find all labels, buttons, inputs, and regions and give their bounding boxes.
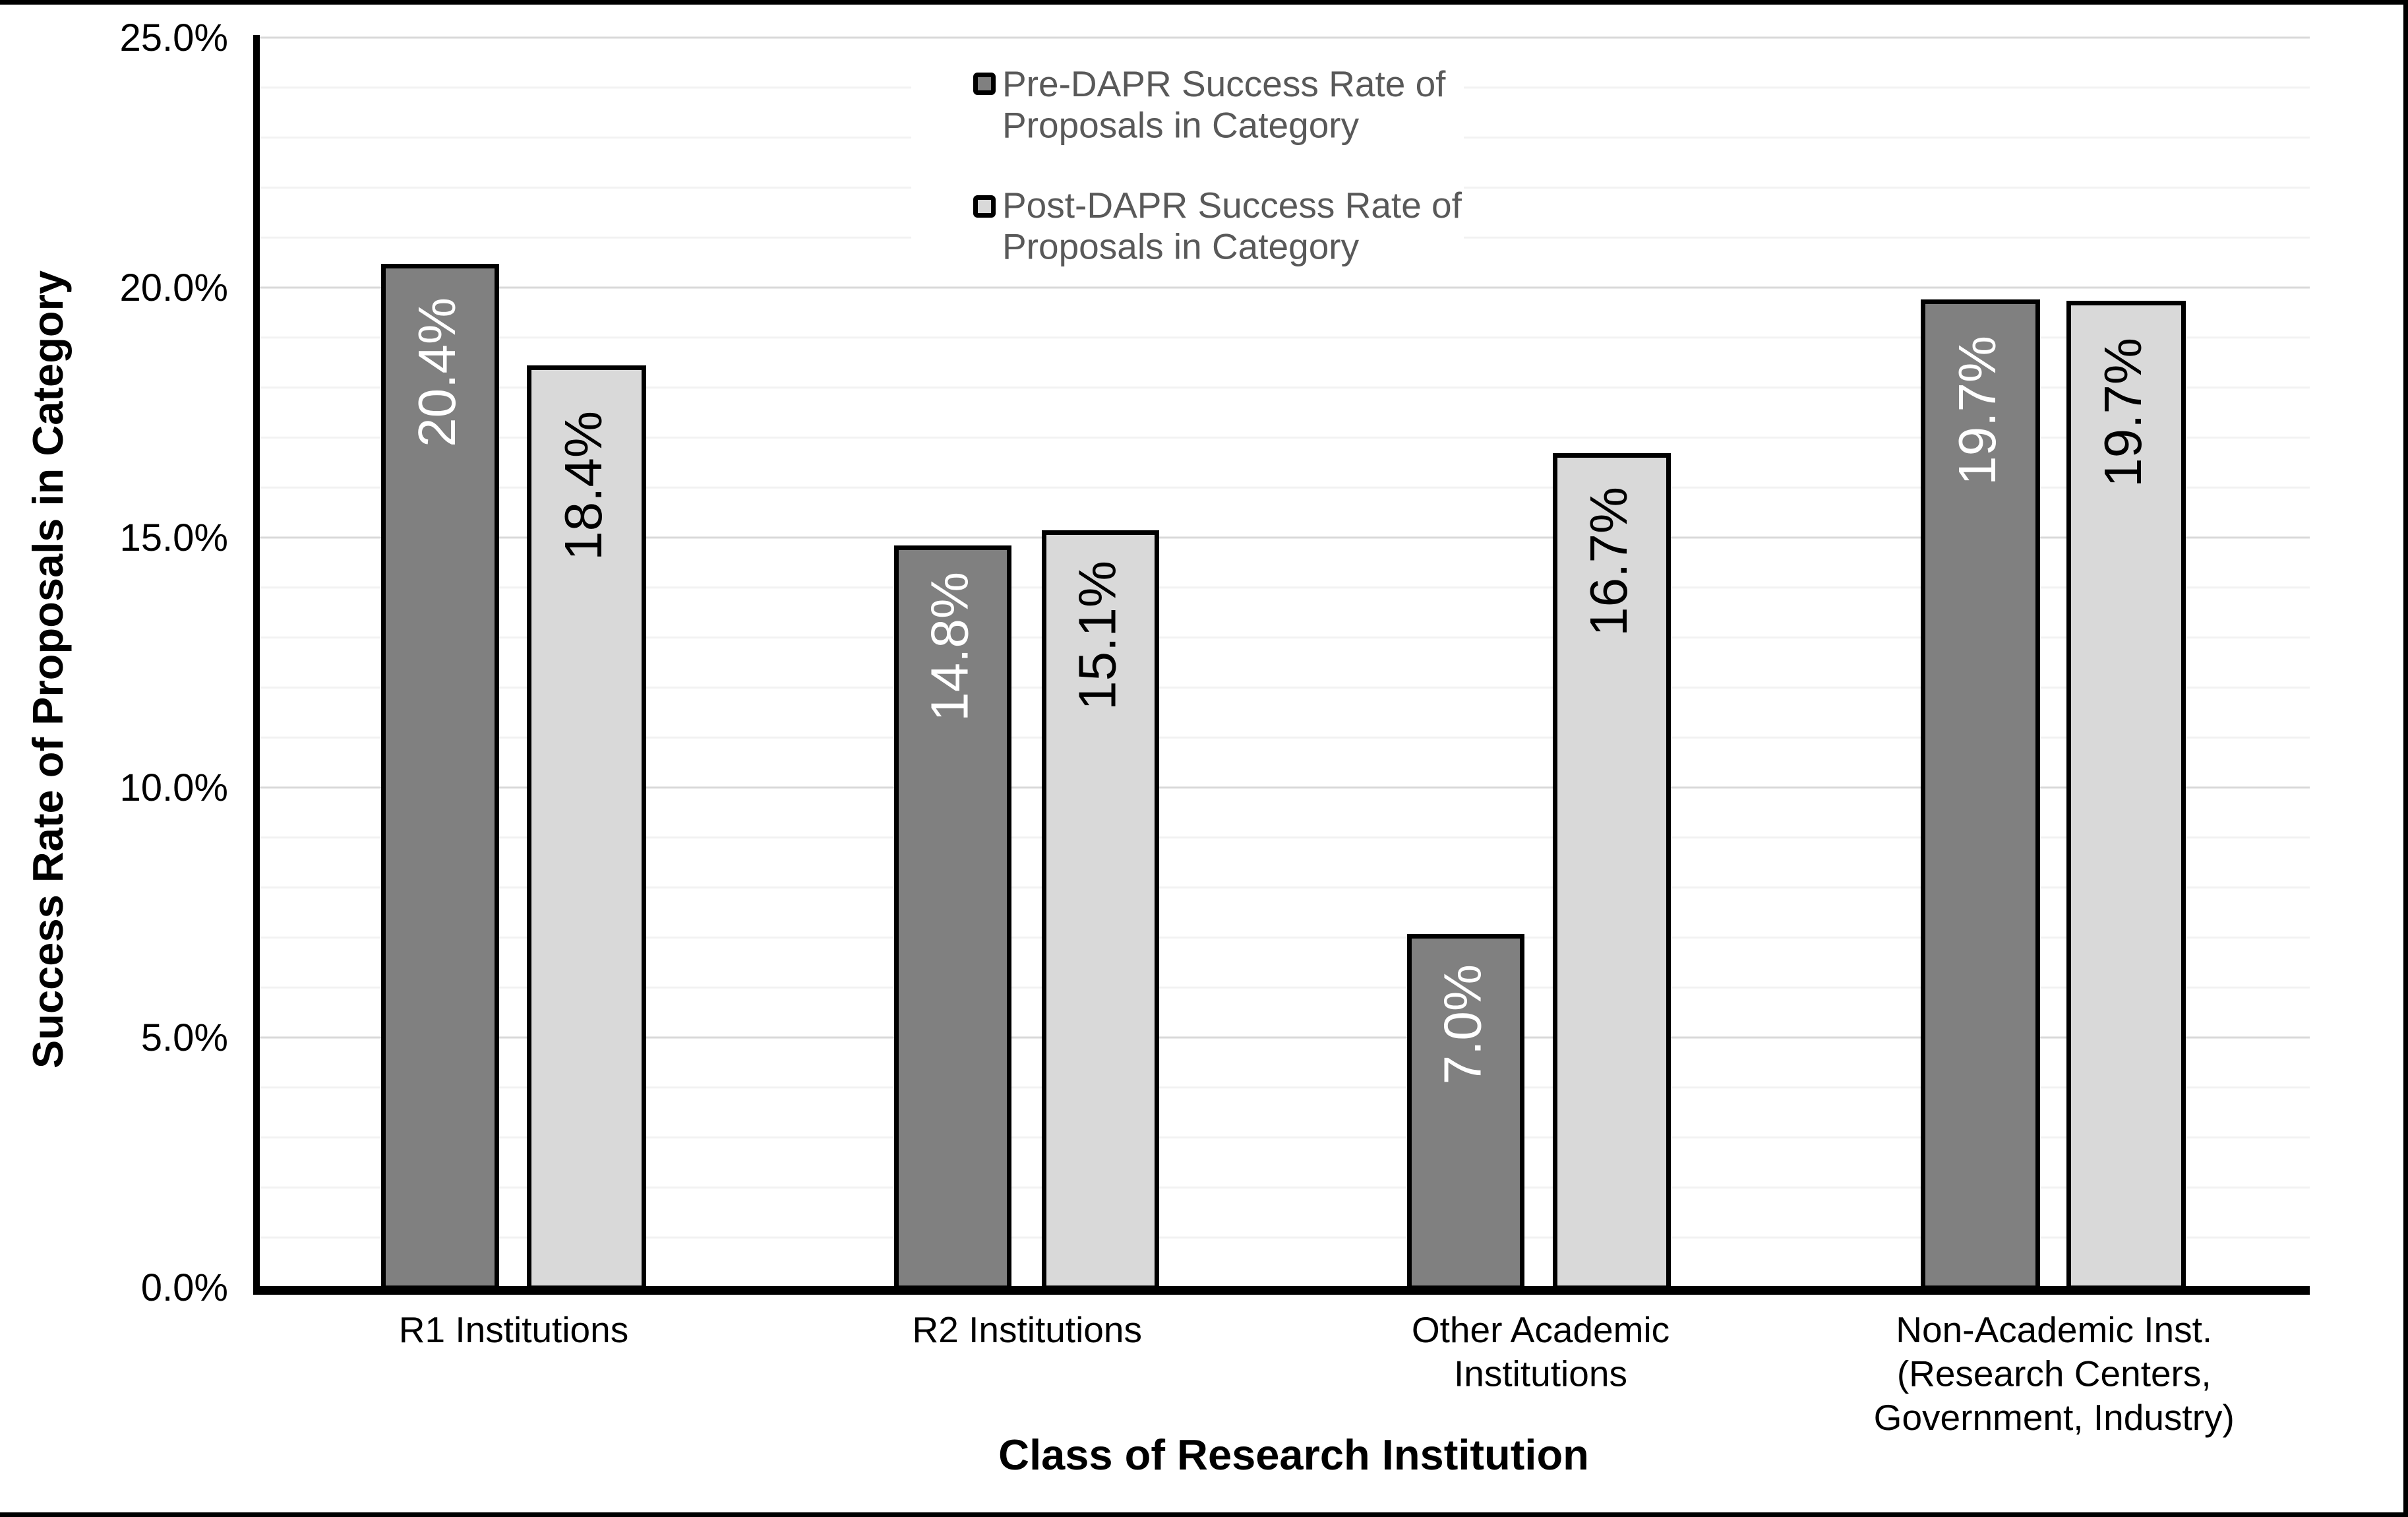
svg-text:Class of Research Institution: Class of Research Institution [998,1431,1589,1479]
svg-text:15.1%: 15.1% [1068,561,1127,710]
svg-text:7.0%: 7.0% [1433,964,1492,1084]
svg-text:Other Academic: Other Academic [1412,1309,1670,1350]
svg-text:(Research Centers,: (Research Centers, [1897,1353,2212,1394]
svg-text:10.0%: 10.0% [120,766,228,809]
svg-text:19.7%: 19.7% [1948,336,2006,485]
svg-text:Pre-DAPR Success Rate of: Pre-DAPR Success Rate of [1002,63,1446,104]
svg-text:Government, Industry): Government, Industry) [1874,1397,2235,1438]
svg-text:Proposals in Category: Proposals in Category [1002,105,1360,146]
svg-text:R1 Institutions: R1 Institutions [399,1309,629,1350]
svg-text:Non-Academic Inst.: Non-Academic Inst. [1896,1309,2212,1350]
svg-text:R2 Institutions: R2 Institutions [912,1309,1142,1350]
svg-text:25.0%: 25.0% [120,16,228,59]
svg-text:Institutions: Institutions [1454,1353,1627,1394]
svg-text:19.7%: 19.7% [2093,338,2152,487]
svg-text:20.4%: 20.4% [407,297,466,447]
svg-text:20.0%: 20.0% [120,266,228,309]
svg-text:Post-DAPR Success Rate of: Post-DAPR Success Rate of [1002,185,1462,226]
svg-text:Proposals in Category: Proposals in Category [1002,226,1360,267]
svg-text:0.0%: 0.0% [141,1266,228,1309]
svg-text:5.0%: 5.0% [141,1016,228,1059]
svg-text:16.7%: 16.7% [1579,487,1638,636]
svg-text:15.0%: 15.0% [120,516,228,559]
svg-text:14.8%: 14.8% [920,572,979,722]
svg-text:18.4%: 18.4% [554,411,613,561]
svg-text:Success Rate of Proposals in C: Success Rate of Proposals in Category [24,270,72,1068]
